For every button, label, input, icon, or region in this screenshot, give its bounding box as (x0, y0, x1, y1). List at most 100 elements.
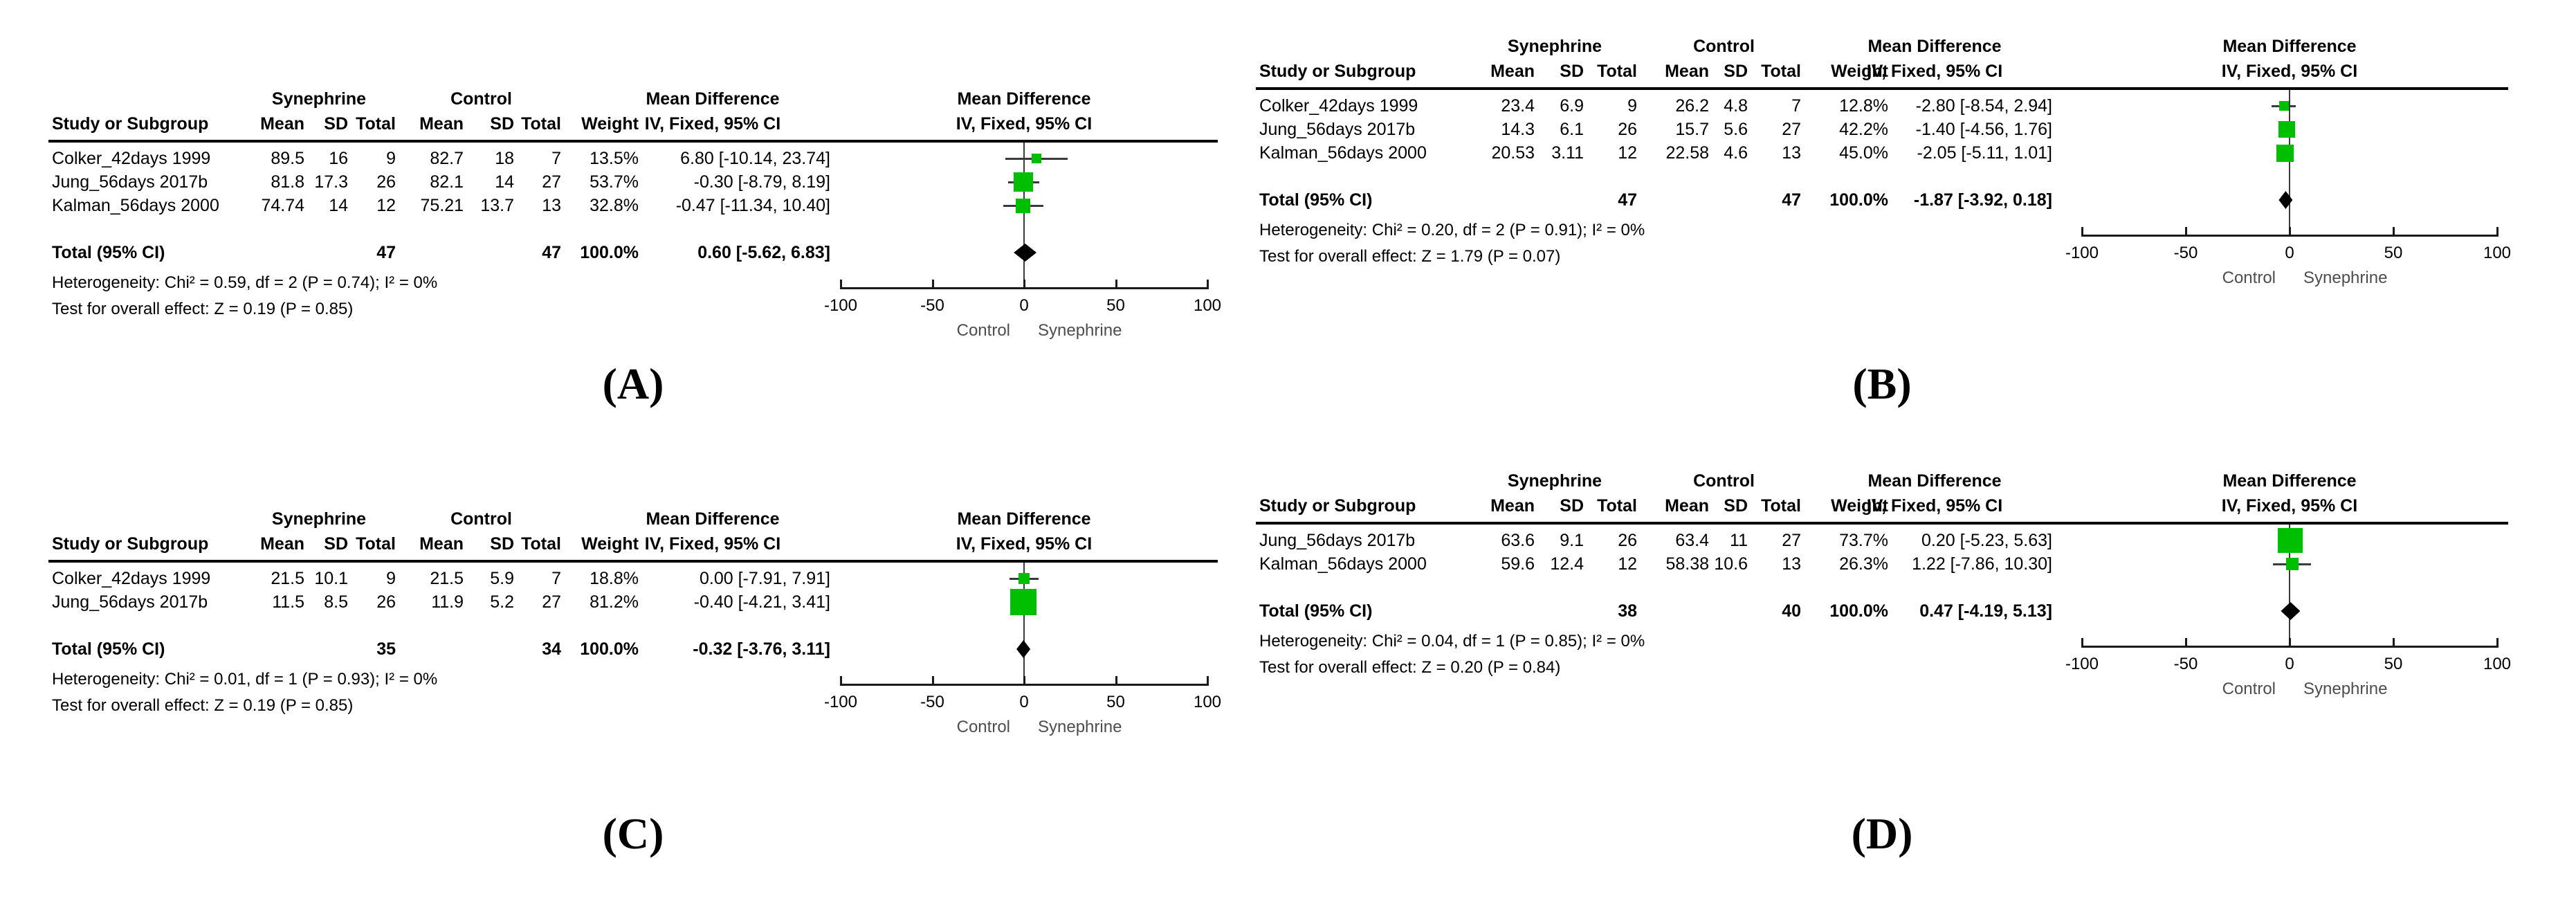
header-rule (48, 560, 1218, 563)
ctl-total-value: 7 (551, 149, 561, 168)
md-column-header-line1: Mean Difference (1867, 37, 2002, 56)
weight-value: 81.2% (590, 592, 639, 612)
syn-sd-value: 14 (329, 196, 348, 215)
syn-mean-value: 23.4 (1501, 96, 1535, 116)
summary-diamond (1014, 244, 1037, 262)
ctl-mean-value: 26.2 (1675, 96, 1709, 116)
x-axis-tick-label: 100 (2483, 244, 2512, 262)
ctl-sd-value: 5.6 (1724, 120, 1748, 139)
axis-label-favours-synephrine: Synephrine (1038, 321, 1122, 340)
md-column-header-line1: Mean Difference (646, 89, 780, 109)
ctl-mean-value: 82.7 (430, 149, 464, 168)
study-name: Colker_42days 1999 (1259, 96, 1418, 116)
total-row-label: Total (95% CI) (52, 639, 165, 659)
zero-line (1023, 563, 1025, 684)
syn-sd-value: 10.1 (314, 569, 348, 588)
syn-sd-value: 6.1 (1560, 120, 1584, 139)
md-ci-text: 0.00 [-7.91, 7.91] (699, 569, 830, 588)
header-rule (1256, 522, 2508, 525)
overall-effect-text: Test for overall effect: Z = 1.79 (P = 0… (1259, 247, 1561, 266)
weight-value: 13.5% (590, 149, 639, 168)
syn-total-value: 9 (1627, 96, 1637, 116)
col-header-ctl-mean: Mean (1665, 62, 1709, 81)
col-header-syn-sd: SD (1560, 496, 1584, 516)
md-ci-text: 0.20 [-5.23, 5.63] (1921, 531, 2052, 550)
total-weight: 100.0% (1829, 601, 1888, 621)
col-header-syn-total: Total (356, 534, 396, 554)
study-weight-square (2285, 558, 2299, 570)
col-header-weight: Weight (581, 114, 639, 134)
total-row-label: Total (95% CI) (1259, 190, 1373, 210)
study-weight-square (1032, 154, 1042, 163)
x-axis-tick (840, 280, 842, 289)
weight-value: 26.3% (1839, 554, 1888, 574)
weight-value: 32.8% (590, 196, 639, 215)
syn-total-value: 26 (376, 172, 396, 192)
ctl-total-value: 27 (542, 172, 561, 192)
syn-mean-value: 21.5 (271, 569, 304, 588)
forest-plot-panel-d: Synephrine Control Mean Difference Mean Dif… (1256, 471, 2511, 830)
plot-header-line1: Mean Difference (2222, 471, 2357, 491)
x-axis-tick-label: 100 (1193, 693, 1222, 711)
col-header-syn-sd: SD (324, 114, 348, 134)
study-weight-square (1016, 198, 1031, 213)
weight-value: 73.7% (1839, 531, 1888, 550)
syn-sd-value: 12.4 (1550, 554, 1584, 574)
x-axis-tick-label: -100 (2065, 244, 2099, 262)
heterogeneity-text: Heterogeneity: Chi² = 0.59, df = 2 (P = … (52, 273, 438, 292)
total-md-ci-text: 0.60 [-5.62, 6.83] (697, 243, 830, 262)
md-column-header-line2: IV, Fixed, 95% CI (644, 534, 781, 554)
summary-diamond (2278, 191, 2293, 209)
ctl-total-value: 7 (1791, 96, 1801, 116)
col-header-syn-total: Total (1597, 496, 1637, 516)
md-column-header-line2: IV, Fixed, 95% CI (1866, 496, 2003, 516)
col-header-syn-mean: Mean (1490, 62, 1535, 81)
study-name: Colker_42days 1999 (52, 149, 211, 168)
x-axis-tick (2393, 227, 2395, 237)
x-axis-tick (1023, 280, 1025, 289)
study-name: Kalman_56days 2000 (1259, 143, 1427, 163)
col-header-study: Study or Subgroup (1259, 62, 1416, 81)
x-axis-tick-label: 50 (2384, 244, 2403, 262)
ctl-mean-value: 82.1 (430, 172, 464, 192)
group-header-synephrine: Synephrine (1507, 37, 1602, 56)
ctl-sd-value: 4.6 (1724, 143, 1748, 163)
axis-label-favours-synephrine: Synephrine (2303, 680, 2388, 698)
md-column-header-line2: IV, Fixed, 95% CI (644, 114, 781, 134)
weight-value: 45.0% (1839, 143, 1888, 163)
ctl-sd-value: 4.8 (1724, 96, 1748, 116)
study-name: Kalman_56days 2000 (52, 196, 219, 215)
ctl-sd-value: 5.9 (490, 569, 514, 588)
col-header-ctl-total: Total (521, 534, 561, 554)
total-row-label: Total (95% CI) (52, 243, 165, 262)
col-header-weight: Weight (1831, 62, 1888, 81)
x-axis-tick-label: -100 (823, 693, 858, 711)
syn-sd-value: 6.9 (1560, 96, 1584, 116)
total-syn-participants: 38 (1618, 601, 1637, 621)
syn-sd-value: 9.1 (1560, 531, 1584, 550)
x-axis-tick (1115, 280, 1117, 289)
ctl-mean-value: 75.21 (420, 196, 464, 215)
syn-mean-value: 81.8 (271, 172, 304, 192)
col-header-ctl-mean: Mean (1665, 496, 1709, 516)
total-weight: 100.0% (580, 243, 639, 262)
plot-header-line1: Mean Difference (2222, 37, 2357, 56)
weight-value: 53.7% (590, 172, 639, 192)
panel-label-panel-d: (D) (1851, 809, 1913, 858)
ctl-mean-value: 22.58 (1665, 143, 1709, 163)
total-syn-participants: 47 (376, 243, 396, 262)
syn-total-value: 12 (376, 196, 396, 215)
study-weight-square (1014, 172, 1034, 192)
md-column-header-line1: Mean Difference (1867, 471, 2002, 491)
ctl-sd-value: 18 (495, 149, 514, 168)
x-axis-tick-label: -50 (2173, 244, 2198, 262)
syn-total-value: 26 (1618, 120, 1637, 139)
ctl-mean-value: 15.7 (1675, 120, 1709, 139)
syn-total-value: 12 (1618, 143, 1637, 163)
x-axis-tick (2289, 227, 2291, 237)
study-weight-square (2278, 101, 2289, 111)
syn-total-value: 12 (1618, 554, 1637, 574)
x-axis-tick-label: 50 (1106, 296, 1125, 315)
weight-value: 12.8% (1839, 96, 1888, 116)
